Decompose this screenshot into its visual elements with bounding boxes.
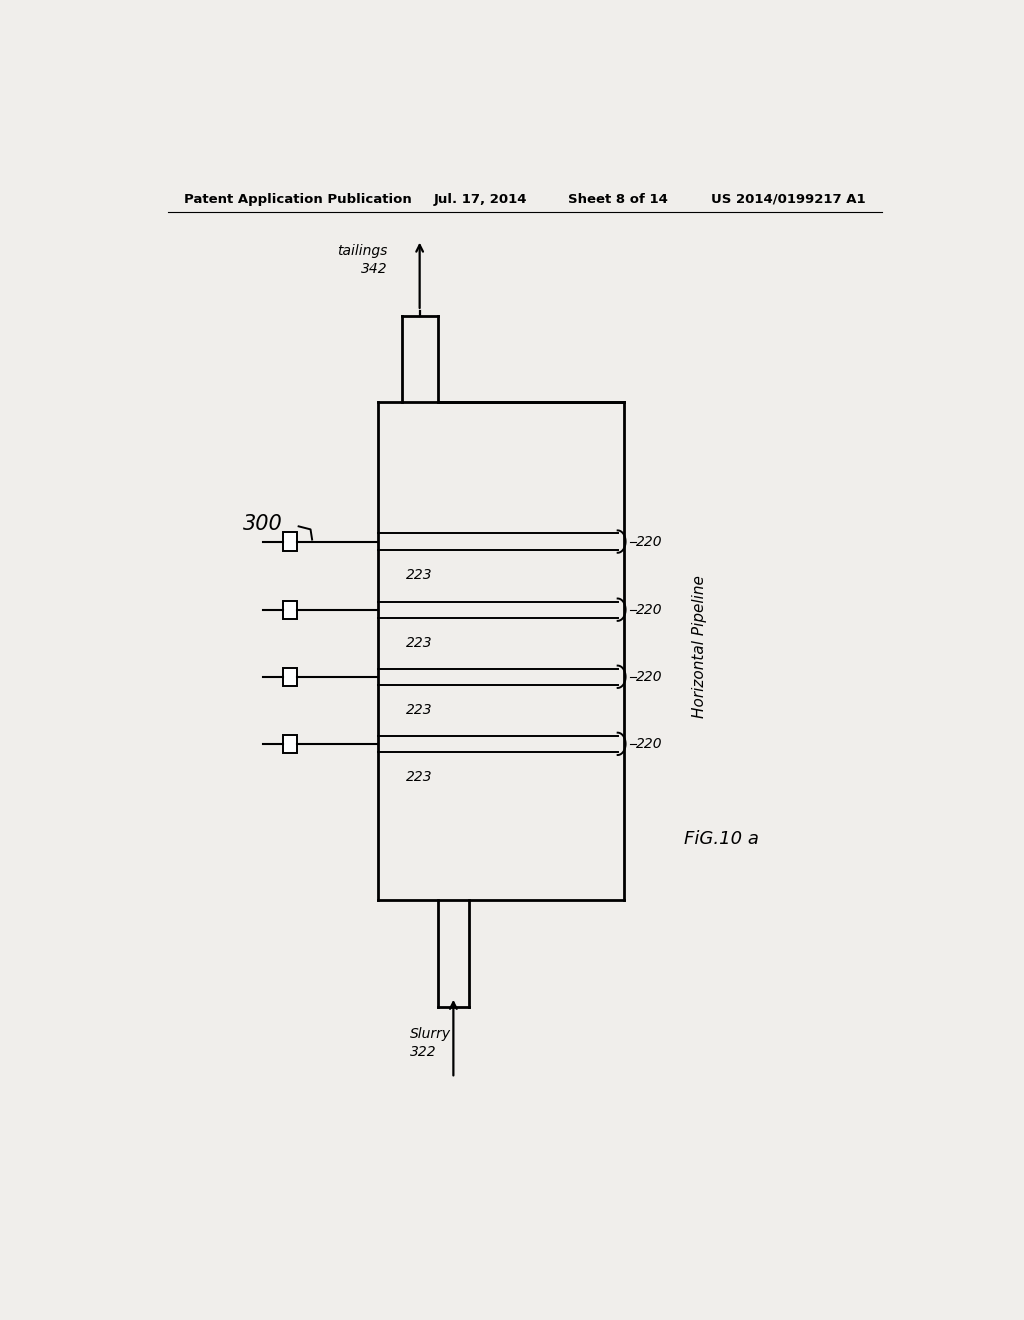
- Bar: [283, 668, 297, 686]
- Text: Horizontal Pipeline: Horizontal Pipeline: [692, 574, 707, 718]
- Text: Slurry
322: Slurry 322: [410, 1027, 451, 1059]
- Text: 220: 220: [636, 737, 663, 751]
- Text: 223: 223: [406, 636, 432, 651]
- Text: Patent Application Publication: Patent Application Publication: [183, 193, 412, 206]
- Text: 223: 223: [406, 568, 432, 582]
- Bar: [283, 532, 297, 550]
- Text: US 2014/0199217 A1: US 2014/0199217 A1: [712, 193, 866, 206]
- Text: 220: 220: [636, 603, 663, 616]
- Bar: [283, 601, 297, 619]
- Text: 220: 220: [636, 535, 663, 549]
- Text: Sheet 8 of 14: Sheet 8 of 14: [568, 193, 669, 206]
- Text: 220: 220: [636, 669, 663, 684]
- Text: 300: 300: [243, 515, 283, 535]
- Text: 223: 223: [406, 771, 432, 784]
- Text: tailings
342: tailings 342: [338, 244, 388, 276]
- Bar: [283, 735, 297, 752]
- Text: Jul. 17, 2014: Jul. 17, 2014: [433, 193, 527, 206]
- Text: FiG.10 a: FiG.10 a: [684, 830, 759, 849]
- Text: 223: 223: [406, 704, 432, 717]
